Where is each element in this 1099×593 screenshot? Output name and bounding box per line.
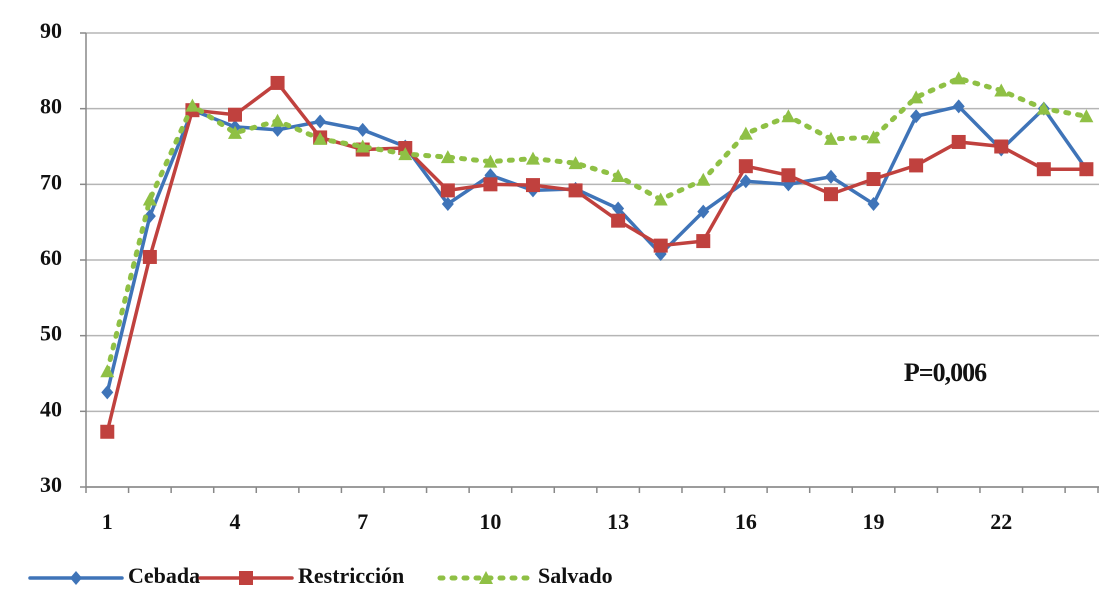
data-point	[483, 177, 498, 192]
data-point	[1036, 101, 1051, 115]
x-tick-label: 22	[990, 509, 1012, 534]
data-point	[525, 151, 540, 165]
y-tick-label: 70	[40, 169, 62, 194]
y-tick-label: 60	[40, 245, 62, 270]
y-tick-label: 30	[40, 472, 62, 497]
data-point	[568, 156, 583, 170]
data-point	[185, 98, 200, 112]
data-point	[910, 109, 923, 124]
data-point	[1036, 162, 1051, 177]
data-point	[1079, 162, 1094, 177]
data-point	[568, 183, 583, 198]
data-point	[142, 249, 157, 264]
x-tick-label: 1	[102, 509, 113, 534]
data-point	[866, 130, 881, 144]
data-point	[1079, 109, 1094, 123]
y-tick-label: 40	[40, 396, 62, 421]
annotation: P=0,006	[904, 358, 987, 387]
y-tick-label: 90	[40, 18, 62, 43]
data-point	[824, 169, 837, 184]
data-point	[952, 99, 965, 114]
data-point	[867, 197, 880, 212]
data-point	[440, 183, 455, 198]
data-point	[441, 197, 454, 212]
data-point	[697, 204, 710, 219]
x-tick-label: 7	[357, 509, 368, 534]
data-point	[611, 169, 626, 183]
x-tick-label: 19	[863, 509, 885, 534]
data-point	[951, 134, 966, 149]
data-point	[781, 168, 796, 183]
data-point	[653, 238, 668, 253]
data-point	[356, 122, 369, 137]
data-point	[440, 150, 455, 164]
legend-marker	[70, 571, 82, 585]
data-point	[612, 201, 625, 216]
data-point	[227, 107, 242, 122]
x-tick-label: 13	[607, 509, 629, 534]
legend-marker	[479, 571, 493, 584]
legend-label: Cebada	[128, 563, 200, 588]
data-point	[909, 90, 924, 104]
data-point	[823, 131, 838, 145]
data-point	[525, 178, 540, 193]
data-point	[696, 234, 711, 249]
x-tick-label: 4	[229, 509, 240, 534]
data-point	[398, 147, 413, 161]
x-tick-label: 10	[479, 509, 501, 534]
data-point	[738, 159, 753, 174]
data-point	[270, 75, 285, 90]
legend-marker	[239, 571, 253, 585]
data-point	[823, 187, 838, 202]
data-point	[611, 213, 626, 228]
data-point	[909, 158, 924, 173]
data-point	[483, 154, 498, 168]
data-point	[738, 126, 753, 140]
data-point	[142, 192, 157, 206]
data-point	[100, 364, 115, 378]
y-tick-label: 80	[40, 94, 62, 119]
data-point	[270, 113, 285, 127]
data-point	[227, 125, 242, 139]
series-line	[104, 75, 1089, 374]
data-point	[739, 174, 752, 189]
legend-label: Salvado	[538, 563, 613, 588]
x-tick-label: 16	[735, 509, 757, 534]
data-point	[653, 192, 668, 206]
data-point	[355, 139, 370, 153]
series-line	[105, 80, 1089, 434]
data-point	[994, 139, 1009, 154]
data-point	[866, 172, 881, 187]
data-point	[781, 109, 796, 123]
data-point	[951, 71, 966, 85]
y-tick-label: 50	[40, 321, 62, 346]
series-line	[105, 104, 1089, 395]
data-point	[994, 83, 1009, 97]
data-point	[696, 172, 711, 186]
legend-label: Restricción	[298, 563, 404, 588]
data-point	[101, 385, 114, 400]
data-point	[313, 131, 328, 145]
data-point	[100, 424, 115, 439]
data-point	[314, 114, 327, 129]
